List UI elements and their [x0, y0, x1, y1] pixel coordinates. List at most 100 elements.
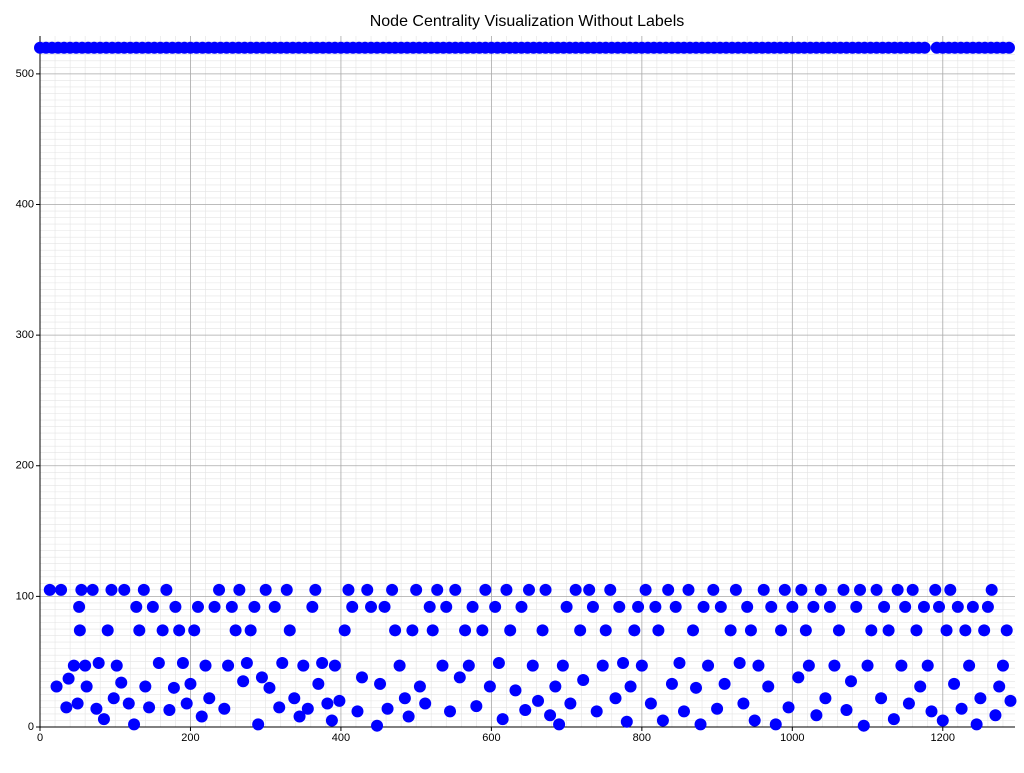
- point: [536, 624, 549, 637]
- point: [669, 600, 682, 613]
- point: [649, 600, 662, 613]
- point: [981, 600, 994, 613]
- point: [918, 41, 931, 54]
- point: [233, 583, 246, 596]
- x-tick-label: 0: [37, 732, 43, 744]
- point: [844, 675, 857, 688]
- point: [737, 697, 750, 710]
- point: [613, 600, 626, 613]
- point: [378, 600, 391, 613]
- point: [143, 701, 156, 714]
- point: [609, 692, 622, 705]
- point: [118, 583, 131, 596]
- point: [381, 702, 394, 715]
- point: [288, 692, 301, 705]
- point: [599, 624, 612, 637]
- point: [887, 713, 900, 726]
- point: [861, 659, 874, 672]
- point: [544, 709, 557, 722]
- point: [769, 718, 782, 731]
- point: [782, 701, 795, 714]
- point: [191, 600, 204, 613]
- point: [449, 583, 462, 596]
- y-tick-label: 500: [16, 68, 34, 80]
- point: [989, 709, 1002, 722]
- point: [244, 624, 257, 637]
- point: [711, 702, 724, 715]
- point: [316, 656, 329, 669]
- point: [248, 600, 261, 613]
- point: [419, 697, 432, 710]
- point: [810, 709, 823, 722]
- point: [933, 600, 946, 613]
- point: [86, 583, 99, 596]
- point: [346, 600, 359, 613]
- point: [263, 681, 276, 694]
- point: [620, 715, 633, 728]
- point: [556, 659, 569, 672]
- point: [673, 656, 686, 669]
- y-tick-label: 0: [28, 721, 34, 733]
- point: [188, 624, 201, 637]
- point: [802, 659, 815, 672]
- y-tick-label: 200: [16, 460, 34, 472]
- point: [951, 600, 964, 613]
- point: [564, 697, 577, 710]
- point: [176, 656, 189, 669]
- point: [122, 697, 135, 710]
- point: [351, 705, 364, 718]
- point: [342, 583, 355, 596]
- point: [765, 600, 778, 613]
- point: [921, 659, 934, 672]
- point: [840, 704, 853, 717]
- point: [169, 600, 182, 613]
- point: [970, 718, 983, 731]
- point: [213, 583, 226, 596]
- point: [325, 714, 338, 727]
- point: [55, 583, 68, 596]
- point: [539, 583, 552, 596]
- point: [985, 583, 998, 596]
- point: [509, 684, 522, 697]
- point: [453, 671, 466, 684]
- point: [338, 624, 351, 637]
- x-tick-label: 200: [181, 732, 199, 744]
- point: [440, 600, 453, 613]
- point: [596, 659, 609, 672]
- chart-title: Node Centrality Visualization Without La…: [370, 13, 685, 30]
- point: [690, 681, 703, 694]
- point: [936, 714, 949, 727]
- point: [795, 583, 808, 596]
- point: [71, 697, 84, 710]
- point: [173, 624, 186, 637]
- x-tick-label: 400: [332, 732, 350, 744]
- point: [590, 705, 603, 718]
- point: [423, 600, 436, 613]
- point: [577, 673, 590, 686]
- point: [431, 583, 444, 596]
- point: [252, 718, 265, 731]
- point: [237, 675, 250, 688]
- point: [786, 600, 799, 613]
- point: [115, 676, 128, 689]
- point: [714, 600, 727, 613]
- point: [393, 659, 406, 672]
- point: [504, 624, 517, 637]
- point: [500, 583, 513, 596]
- point: [361, 583, 374, 596]
- point: [624, 680, 637, 693]
- point: [184, 677, 197, 690]
- point: [694, 718, 707, 731]
- point: [906, 583, 919, 596]
- point: [413, 680, 426, 693]
- point: [273, 701, 286, 714]
- point: [814, 583, 827, 596]
- point: [133, 624, 146, 637]
- point: [374, 677, 387, 690]
- point: [966, 600, 979, 613]
- point: [167, 681, 180, 694]
- x-tick-label: 600: [482, 732, 500, 744]
- point: [899, 600, 912, 613]
- point: [744, 624, 757, 637]
- point: [321, 697, 334, 710]
